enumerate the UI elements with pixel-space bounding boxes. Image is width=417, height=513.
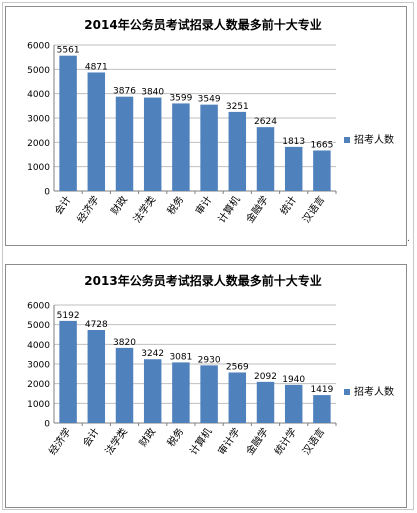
x-category-label: 金融学	[243, 425, 271, 457]
y-tick-label: 5000	[27, 66, 50, 76]
y-tick-label: 5000	[27, 321, 50, 331]
y-tick-label: 6000	[27, 302, 50, 312]
data-label: 3876	[113, 87, 136, 97]
data-label: 2624	[254, 117, 277, 127]
legend-label: 招考人数	[354, 133, 394, 146]
x-category-label: 会计	[51, 193, 73, 217]
bar-会计	[87, 330, 106, 423]
data-label: 1813	[282, 137, 305, 147]
data-label: 3081	[169, 352, 192, 362]
trailing-mark: .	[407, 234, 410, 244]
x-category-label: 统计	[277, 193, 299, 217]
x-category-label: 经济学	[46, 425, 74, 457]
y-tick-label: 2000	[27, 380, 50, 390]
x-category-label: 计算机	[187, 425, 215, 457]
x-category-label: 计算机	[215, 193, 243, 225]
data-label: 1665	[310, 140, 333, 150]
bar-金融学	[256, 127, 275, 191]
bar-税务	[172, 103, 190, 191]
bar-金融学	[256, 381, 275, 423]
bar-汉语言	[313, 150, 331, 191]
x-category-label: 金融学	[243, 193, 271, 225]
bar-统计学	[284, 384, 303, 423]
y-tick-label: 6000	[27, 42, 50, 52]
bar-税务	[172, 362, 190, 423]
x-category-label: 法学类	[130, 193, 158, 225]
data-label: 5192	[57, 311, 80, 321]
y-tick-label: 0	[44, 188, 50, 198]
x-category-label: 审计	[192, 193, 214, 217]
y-tick-label: 1000	[27, 400, 50, 410]
bar-经济学	[59, 320, 77, 423]
data-label: 2092	[254, 372, 277, 382]
data-label: 4871	[85, 62, 108, 72]
data-label: 2569	[226, 362, 249, 372]
x-category-label: 汉语言	[300, 193, 328, 225]
data-label: 1940	[282, 375, 305, 385]
bar-法学类	[115, 347, 134, 423]
bar-财政	[143, 359, 162, 423]
y-tick-label: 3000	[27, 115, 50, 125]
y-tick-label: 4000	[27, 90, 50, 100]
legend-swatch	[344, 389, 350, 395]
x-category-label: 审计学	[215, 425, 243, 457]
bar-财政	[115, 96, 134, 191]
data-label: 4728	[85, 320, 108, 330]
data-label: 3599	[169, 93, 192, 103]
x-category-label: 汉语言	[300, 425, 328, 457]
bar-法学类	[143, 97, 162, 191]
x-category-label: 统计学	[271, 425, 299, 457]
chart-title: 2013年公务员考试招录人数最多前十大专业	[84, 273, 321, 288]
y-tick-label: 0	[44, 420, 50, 430]
x-category-label: 会计	[80, 425, 102, 449]
chart-2014: 2014年公务员考试招录人数最多前十大专业 0 1000 2000 3000 4000 50…	[5, 6, 407, 246]
data-label: 5561	[57, 46, 80, 56]
x-category-label: 税务	[164, 425, 186, 449]
x-category-label: 财政	[108, 193, 130, 217]
chart-2013-svg: 2013年公务员考试招录人数最多前十大专业 0 1000 2000 3000 4000 50…	[27, 273, 394, 457]
chart-2014-svg: 2014年公务员考试招录人数最多前十大专业 0 1000 2000 3000 4000 50…	[27, 17, 394, 225]
image-frame	[2, 2, 414, 510]
data-label: 3549	[198, 95, 221, 105]
legend-swatch	[344, 137, 350, 143]
y-tick-label: 4000	[27, 341, 50, 351]
chart-2013: 2013年公务员考试招录人数最多前十大专业 0 1000 2000 3000 4000 50…	[5, 264, 407, 508]
bar-审计学	[228, 372, 247, 423]
y-tick-label: 3000	[27, 361, 50, 371]
bar-计算机	[200, 365, 218, 423]
x-category-label: 法学类	[102, 425, 130, 457]
bar-汉语言	[313, 395, 331, 423]
data-label: 1419	[310, 385, 333, 395]
chart-title: 2014年公务员考试招录人数最多前十大专业	[84, 17, 321, 32]
bar-审计	[200, 104, 218, 191]
bar-会计	[59, 55, 77, 191]
bar-经济学	[87, 72, 106, 191]
x-category-label: 财政	[136, 425, 158, 449]
legend-label: 招考人数	[354, 385, 394, 398]
data-label: 3251	[226, 102, 249, 112]
data-label: 3242	[141, 349, 164, 359]
bar-计算机	[228, 111, 247, 191]
bar-统计	[284, 146, 303, 191]
data-label: 3840	[141, 88, 164, 98]
y-tick-label: 1000	[27, 163, 50, 173]
data-label: 2930	[198, 355, 221, 365]
x-category-label: 经济学	[74, 193, 102, 225]
data-label: 3820	[113, 338, 136, 348]
y-tick-label: 2000	[27, 139, 50, 149]
x-category-label: 税务	[164, 193, 186, 217]
